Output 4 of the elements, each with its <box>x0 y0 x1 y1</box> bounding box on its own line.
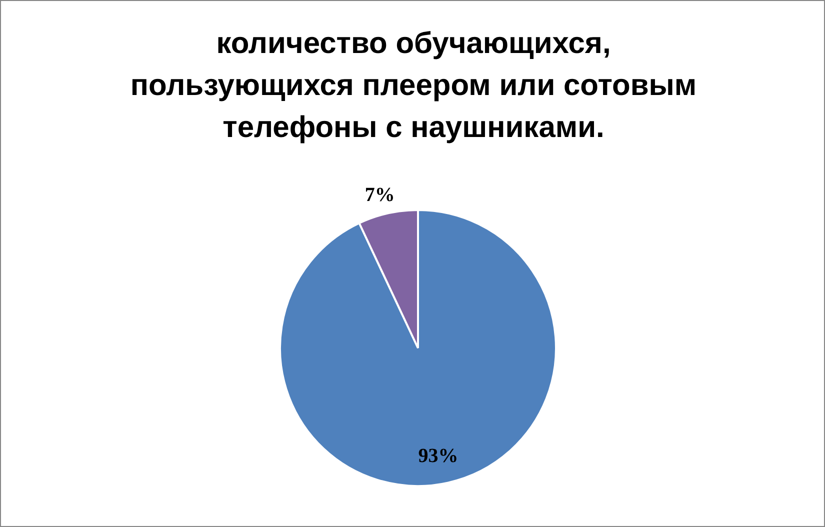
data-label: 93% <box>418 445 458 468</box>
data-label: 7% <box>364 184 395 206</box>
pie-slice <box>279 209 557 487</box>
chart-title: количество обучающихся, пользующихся плеером или сотовым телефоны с наушниками. <box>129 26 698 146</box>
